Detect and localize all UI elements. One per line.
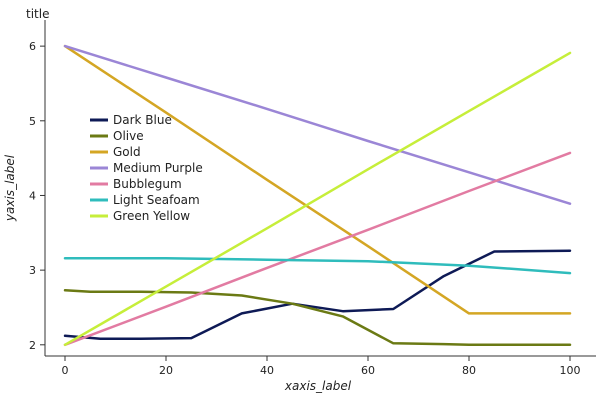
series-line-olive — [63, 289, 572, 347]
legend-item-gold: Gold — [90, 145, 141, 159]
series-line-medium-purple — [63, 44, 572, 205]
chart-title: title — [26, 7, 49, 21]
legend: Dark Blue Olive Gold Medium Purple Bubblegum… — [90, 113, 203, 223]
x-tick-label: 100 — [560, 364, 581, 377]
legend-label: Gold — [113, 145, 141, 159]
axes: 0 20 40 60 80 100 2 3 4 5 6 — [29, 20, 596, 377]
legend-label: Green Yellow — [113, 209, 190, 223]
legend-label: Bubblegum — [113, 177, 182, 191]
series-line-light-seafoam — [63, 256, 572, 275]
legend-item-green-yellow: Green Yellow — [90, 209, 190, 223]
series-line-gold — [63, 44, 572, 315]
x-tick-label: 40 — [260, 364, 274, 377]
legend-item-olive: Olive — [90, 129, 144, 143]
legend-label: Medium Purple — [113, 161, 203, 175]
series-gold — [63, 44, 572, 315]
y-tick-label: 4 — [29, 189, 36, 202]
legend-label: Olive — [113, 129, 144, 143]
series-line-green-yellow — [63, 51, 572, 347]
y-tick-label: 6 — [29, 40, 36, 53]
y-tick-label: 5 — [29, 115, 36, 128]
x-axis-title: xaxis_label — [284, 379, 352, 393]
series-light-seafoam — [63, 256, 572, 275]
y-tick-label: 2 — [29, 339, 36, 352]
series-layer — [63, 44, 572, 347]
x-tick-label: 60 — [361, 364, 375, 377]
y-axis-title: yaxis_label — [3, 154, 17, 222]
series-olive — [63, 289, 572, 347]
series-green-yellow — [63, 51, 572, 347]
legend-item-dark-blue: Dark Blue — [90, 113, 172, 127]
legend-item-medium-purple: Medium Purple — [90, 161, 203, 175]
legend-label: Light Seafoam — [113, 193, 200, 207]
series-medium-purple — [63, 44, 572, 205]
y-tick-label: 3 — [29, 264, 36, 277]
series-line-bubblegum — [63, 151, 572, 347]
x-tick-label: 0 — [62, 364, 69, 377]
series-dark-blue — [63, 249, 572, 341]
legend-item-light-seafoam: Light Seafoam — [90, 193, 200, 207]
x-ticks: 0 20 40 60 80 100 — [62, 356, 581, 377]
legend-item-bubblegum: Bubblegum — [90, 177, 182, 191]
y-ticks: 2 3 4 5 6 — [29, 40, 45, 352]
legend-label: Dark Blue — [113, 113, 172, 127]
x-tick-label: 20 — [159, 364, 173, 377]
series-line-dark-blue — [63, 249, 572, 341]
x-tick-label: 80 — [462, 364, 476, 377]
series-bubblegum — [63, 151, 572, 347]
